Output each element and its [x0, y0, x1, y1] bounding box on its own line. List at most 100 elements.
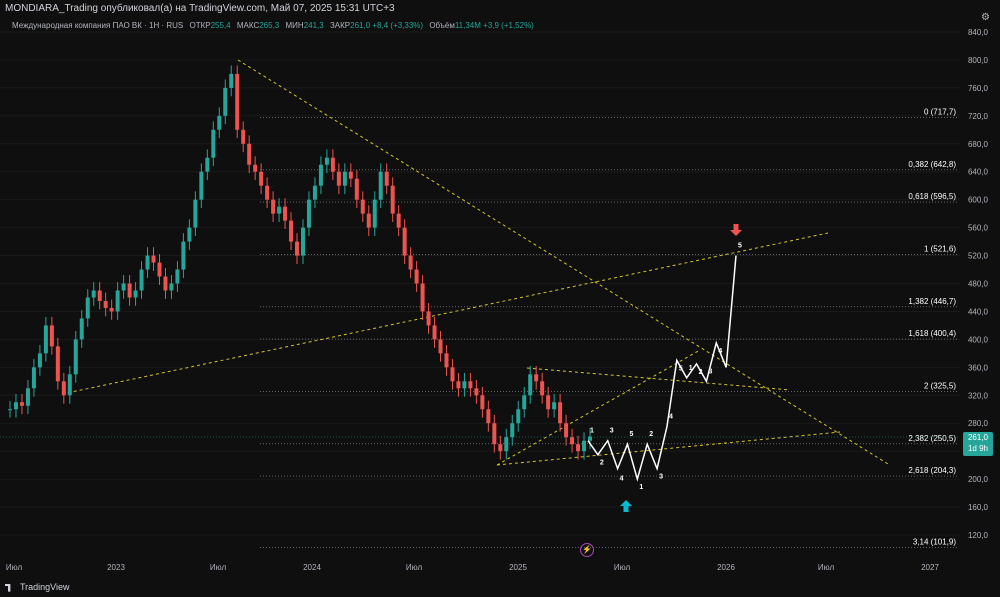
top-bar: MONDIARA_Trading опубликовал(а) на Tradi…: [0, 0, 1000, 16]
trendline-lower: [61, 232, 829, 395]
candle-body: [181, 241, 186, 270]
fib-level-label: 2,382 (250,5): [908, 434, 956, 443]
candle-body: [8, 409, 12, 411]
x-tick-label: 2027: [921, 563, 939, 572]
candle-body: [504, 437, 509, 452]
wave-label: 1: [689, 365, 693, 372]
wave-label: 1: [639, 484, 643, 491]
y-tick-label: 520,0: [968, 252, 989, 261]
candle-body: [516, 409, 521, 424]
y-tick-label: 800,0: [968, 56, 989, 65]
open-label: ОТКР: [189, 21, 211, 30]
candle-body: [163, 276, 168, 291]
channel-top: [526, 367, 791, 391]
candle-body: [444, 353, 449, 368]
fib-level-label: 0,618 (596,5): [908, 192, 956, 201]
candle-body: [576, 444, 581, 452]
y-tick-label: 400,0: [968, 335, 989, 344]
candle-body: [145, 255, 150, 270]
candle-body: [25, 388, 30, 406]
brand-name: TradingView: [20, 582, 70, 592]
candle-body: [229, 73, 234, 88]
candle-body: [19, 402, 24, 406]
tradingview-logo-icon: [5, 583, 11, 592]
time-axis[interactable]: Июл 2023 Июл 2024 Июл 2025 Июл 2026 Июл 2027: [6, 563, 940, 572]
candle-body: [265, 185, 270, 200]
candle-body: [384, 171, 389, 186]
candle-body: [330, 157, 335, 172]
candle-body: [109, 307, 114, 312]
x-tick-label: Июл: [818, 563, 835, 572]
x-tick-label: Июл: [614, 563, 631, 572]
lightning-icon[interactable]: ⚡: [580, 543, 594, 557]
y-tick-label: 360,0: [968, 363, 989, 372]
candle-body: [528, 374, 533, 396]
candle-body: [31, 367, 36, 389]
candle-body: [175, 269, 180, 284]
candle-body: [390, 185, 395, 214]
candle-body: [217, 115, 222, 130]
candle-body: [169, 283, 174, 291]
fib-level-label: 2 (325,5): [924, 381, 956, 390]
candle-body: [564, 423, 569, 438]
volume-value: 11,34M +3,9 (+1,52%): [454, 21, 534, 30]
candle-body: [324, 157, 329, 165]
candle-body: [115, 290, 120, 312]
candle-body: [546, 395, 551, 410]
x-tick-label: 2024: [303, 563, 321, 572]
fib-extension: 0 (717,7) 0,382 (642,8) 0,618 (596,5) 1 (52…: [260, 107, 958, 548]
candle-body: [67, 374, 72, 396]
candle-body: [492, 423, 497, 445]
candle-body: [193, 199, 198, 228]
candle-body: [414, 269, 419, 284]
wave-label: 3: [659, 474, 663, 481]
x-tick-label: Июл: [210, 563, 227, 572]
wave-label: 3: [708, 368, 712, 375]
candle-body: [396, 213, 401, 228]
candle-body: [534, 374, 539, 382]
wave-label: 5: [679, 365, 683, 372]
candle-body: [259, 171, 264, 186]
wave-label: 2: [600, 460, 604, 467]
candle-body: [121, 283, 126, 291]
candle-body: [37, 353, 42, 368]
candle-body: [360, 199, 365, 214]
wave-label: 2: [699, 369, 703, 376]
candle-body: [157, 262, 162, 277]
candle-body: [498, 444, 503, 452]
candle-body: [289, 220, 294, 242]
y-tick-label: 320,0: [968, 391, 989, 400]
candle-body: [480, 395, 485, 410]
fib-level-label: 2,618 (204,3): [908, 466, 956, 475]
y-tick-label: 600,0: [968, 196, 989, 205]
candle-body: [558, 402, 563, 424]
y-tick-label: 680,0: [968, 140, 989, 149]
x-tick-label: 2026: [717, 563, 735, 572]
candle-body: [450, 367, 455, 382]
candle-body: [55, 346, 60, 382]
candle-body: [456, 381, 461, 389]
projection-line: [587, 255, 737, 482]
candle-body: [85, 297, 90, 319]
candle-body: [199, 171, 204, 200]
candle-body: [73, 339, 78, 375]
channel-bottom: [496, 431, 841, 466]
trendline-upper: [237, 59, 889, 465]
y-tick-label: 160,0: [968, 503, 989, 512]
candle-body: [378, 171, 383, 200]
y-tick-label: 560,0: [968, 224, 989, 233]
wave-label: 2: [649, 431, 653, 438]
fib-level-label: 3,14 (101,9): [913, 538, 956, 547]
candle-body: [552, 402, 557, 410]
candle-body: [127, 283, 132, 298]
candle-body: [241, 129, 246, 144]
candle-body: [468, 381, 473, 389]
x-tick-label: Июл: [6, 563, 23, 572]
price-axis[interactable]: 840,0 800,0 760,0 720,0 680,0 640,0 600,0 560,0…: [968, 28, 989, 540]
gear-icon[interactable]: ⚙: [981, 12, 990, 23]
high-label: МАКС: [236, 21, 260, 30]
fib-level-label: 0 (717,7): [924, 107, 956, 116]
candle-body: [426, 311, 431, 326]
low-label: МИН: [285, 21, 304, 30]
